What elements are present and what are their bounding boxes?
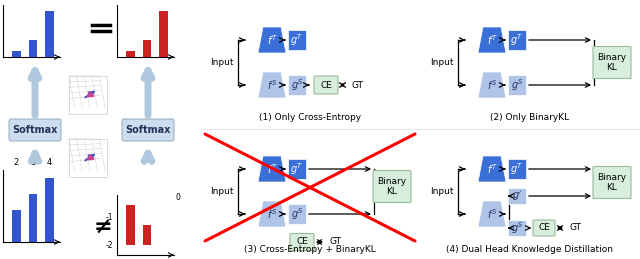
Text: Input: Input bbox=[211, 187, 234, 196]
Text: Binary
KL: Binary KL bbox=[597, 53, 627, 72]
Text: GT: GT bbox=[570, 224, 582, 233]
FancyBboxPatch shape bbox=[122, 119, 174, 141]
Bar bbox=[29, 40, 38, 57]
Polygon shape bbox=[478, 156, 506, 182]
Polygon shape bbox=[478, 72, 506, 98]
Text: 0.09: 0.09 bbox=[7, 0, 26, 2]
Text: CE: CE bbox=[296, 238, 308, 247]
Polygon shape bbox=[258, 156, 286, 182]
Text: 0.67: 0.67 bbox=[40, 0, 59, 2]
Bar bbox=[126, 51, 135, 57]
Polygon shape bbox=[258, 72, 286, 98]
Bar bbox=[126, 205, 135, 245]
Text: 0.24: 0.24 bbox=[138, 0, 156, 2]
Text: CE: CE bbox=[538, 224, 550, 233]
Text: ≠: ≠ bbox=[93, 218, 112, 238]
Bar bbox=[69, 139, 107, 177]
Text: 0.67: 0.67 bbox=[154, 0, 173, 2]
Text: (1) Only Cross-Entropy: (1) Only Cross-Entropy bbox=[259, 113, 361, 123]
FancyBboxPatch shape bbox=[288, 159, 306, 179]
Text: (3) Cross-Entropy + BinaryKL: (3) Cross-Entropy + BinaryKL bbox=[244, 244, 376, 254]
Bar bbox=[45, 178, 54, 242]
Text: 2: 2 bbox=[13, 158, 19, 167]
Text: $g^S$: $g^S$ bbox=[511, 77, 524, 93]
Text: Input: Input bbox=[430, 187, 454, 196]
Text: CE: CE bbox=[320, 81, 332, 90]
Text: (4) Dual Head Knowledge Distillation: (4) Dual Head Knowledge Distillation bbox=[447, 244, 614, 254]
Bar bbox=[45, 11, 54, 57]
Text: Softmax: Softmax bbox=[12, 125, 58, 135]
Text: $f^S$: $f^S$ bbox=[487, 78, 497, 92]
Polygon shape bbox=[478, 27, 506, 53]
FancyBboxPatch shape bbox=[508, 75, 526, 95]
Text: 0: 0 bbox=[175, 192, 180, 202]
Polygon shape bbox=[258, 201, 286, 227]
FancyBboxPatch shape bbox=[288, 75, 306, 95]
Bar bbox=[29, 194, 38, 242]
Text: GT: GT bbox=[352, 81, 364, 90]
Text: $g^S$: $g^S$ bbox=[291, 206, 303, 222]
Bar bbox=[12, 210, 21, 242]
Polygon shape bbox=[478, 201, 506, 227]
Bar bbox=[143, 40, 152, 57]
Text: Binary
KL: Binary KL bbox=[597, 173, 627, 192]
Text: $g^S$: $g^S$ bbox=[511, 220, 524, 236]
FancyBboxPatch shape bbox=[593, 167, 631, 198]
Text: Input: Input bbox=[430, 58, 454, 67]
FancyBboxPatch shape bbox=[314, 76, 338, 94]
FancyBboxPatch shape bbox=[508, 188, 526, 204]
Text: $f^T$: $f^T$ bbox=[267, 162, 277, 176]
FancyBboxPatch shape bbox=[508, 30, 526, 50]
Text: 0.09: 0.09 bbox=[121, 0, 140, 2]
Text: $g^T$: $g^T$ bbox=[291, 161, 303, 177]
Text: $g^T$: $g^T$ bbox=[510, 161, 524, 177]
FancyBboxPatch shape bbox=[288, 204, 306, 224]
Text: $f^S$: $f^S$ bbox=[267, 207, 277, 221]
Text: $f^T$: $f^T$ bbox=[267, 33, 277, 47]
Text: $f^T$: $f^T$ bbox=[486, 33, 497, 47]
Text: (2) Only BinaryKL: (2) Only BinaryKL bbox=[490, 113, 570, 123]
Text: $f^S$: $f^S$ bbox=[267, 78, 277, 92]
Text: Softmax: Softmax bbox=[125, 125, 171, 135]
Bar bbox=[69, 76, 107, 114]
Text: -1: -1 bbox=[106, 213, 113, 222]
Text: $g^S$: $g^S$ bbox=[291, 77, 303, 93]
FancyBboxPatch shape bbox=[508, 159, 526, 179]
FancyBboxPatch shape bbox=[373, 170, 411, 203]
Text: Binary
KL: Binary KL bbox=[378, 177, 406, 196]
Text: $g^T$: $g^T$ bbox=[291, 32, 303, 48]
FancyBboxPatch shape bbox=[593, 47, 631, 78]
FancyBboxPatch shape bbox=[288, 30, 306, 50]
Text: $g'$: $g'$ bbox=[512, 189, 522, 203]
Text: $f^T$: $f^T$ bbox=[486, 162, 497, 176]
Text: GT: GT bbox=[330, 238, 342, 247]
Bar bbox=[12, 51, 21, 57]
Text: $g^T$: $g^T$ bbox=[510, 32, 524, 48]
FancyBboxPatch shape bbox=[533, 220, 555, 236]
Text: 0.24: 0.24 bbox=[24, 0, 42, 2]
Bar bbox=[143, 225, 152, 245]
FancyBboxPatch shape bbox=[290, 234, 314, 250]
Text: $f^S$: $f^S$ bbox=[487, 207, 497, 221]
Polygon shape bbox=[258, 27, 286, 53]
FancyBboxPatch shape bbox=[9, 119, 61, 141]
FancyBboxPatch shape bbox=[508, 220, 526, 236]
Text: -2: -2 bbox=[106, 241, 113, 249]
Text: 4: 4 bbox=[47, 158, 52, 167]
Text: Input: Input bbox=[211, 58, 234, 67]
Bar bbox=[159, 11, 168, 57]
Text: 3: 3 bbox=[30, 158, 36, 167]
